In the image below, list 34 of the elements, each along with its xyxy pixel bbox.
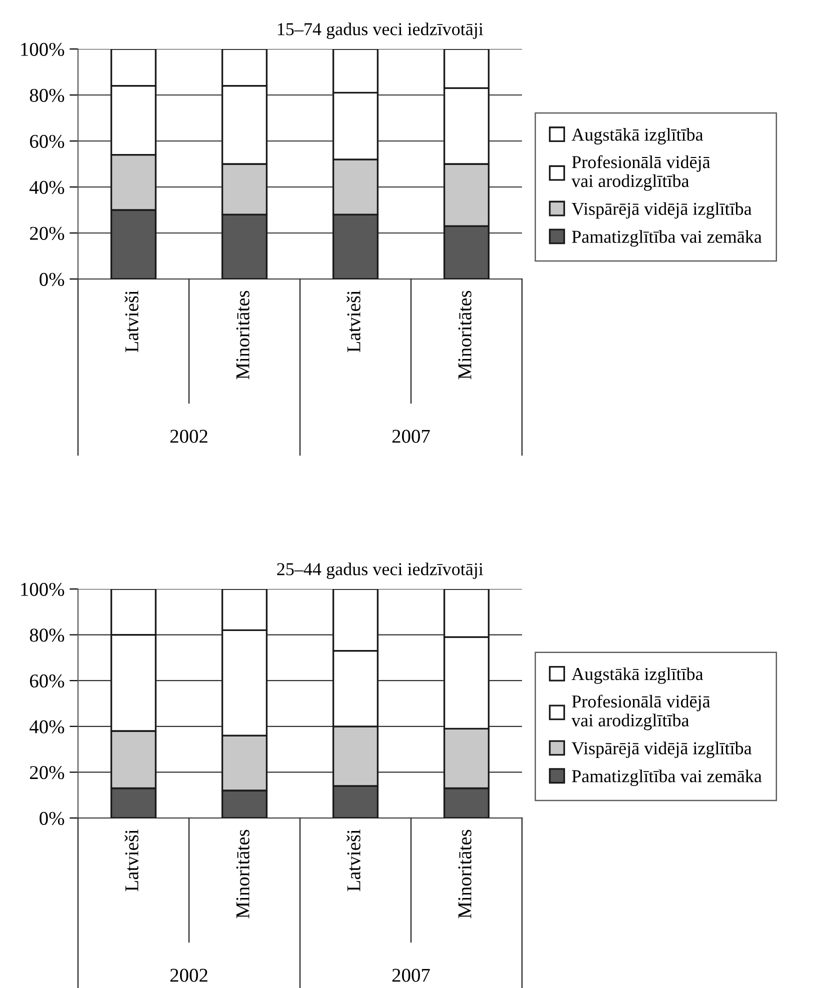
y-tick-label: 100% xyxy=(21,582,64,596)
x-tick-label: Minoritātes xyxy=(236,830,250,918)
x-tick-label: Latvieši xyxy=(346,829,360,892)
y-tick-label: 0% xyxy=(40,272,64,286)
y-tick-label: 80% xyxy=(30,628,64,642)
text: 2002 xyxy=(170,430,208,443)
y-tick-label: 80% xyxy=(30,88,64,102)
legend-label: Augstākā izglītība xyxy=(572,667,704,684)
y-tick-label: 60% xyxy=(30,134,64,148)
x-tick-label: Minoritātes xyxy=(458,290,472,380)
y-tick-label: 100% xyxy=(21,42,64,56)
text: 2007 xyxy=(392,430,430,443)
y-tick-label: 20% xyxy=(30,226,64,240)
y-tick-label: 60% xyxy=(30,674,64,688)
legend-label: Vispārējā vidējā izglītība xyxy=(572,742,752,758)
y-tick-label: 40% xyxy=(30,180,64,194)
x-tick-label: Latvieši xyxy=(346,290,360,352)
legend-label: Profesionālā vidējā vai arodizglītība xyxy=(571,155,710,191)
text: 2002 xyxy=(170,968,208,982)
legend-label: Pamatizglītība vai zemāka xyxy=(572,770,762,786)
y-tick-label: 40% xyxy=(30,720,64,734)
chart-title: 25–44 gadus veci iedzīvotāji xyxy=(277,562,484,580)
legend-label: Pamatizglītība vai zemāka xyxy=(572,230,762,247)
y-tick-label: 0% xyxy=(40,812,64,825)
text: 2007 xyxy=(392,968,430,982)
chart-title: 15–74 gadus veci iedzīvotāji xyxy=(278,22,484,40)
x-tick-label: Latvieši xyxy=(124,290,138,352)
x-tick-label: Minoritātes xyxy=(236,290,250,380)
x-tick-label: Latvieši xyxy=(124,829,138,892)
y-tick-label: 20% xyxy=(30,766,64,780)
legend-label: Augstākā izglītība xyxy=(572,128,704,144)
legend-label: Profesionālā vidējā vai arodizglītība xyxy=(571,694,710,730)
x-tick-label: Minoritātes xyxy=(458,830,472,918)
legend-label: Vispārējā vidējā izglītība xyxy=(572,202,752,219)
